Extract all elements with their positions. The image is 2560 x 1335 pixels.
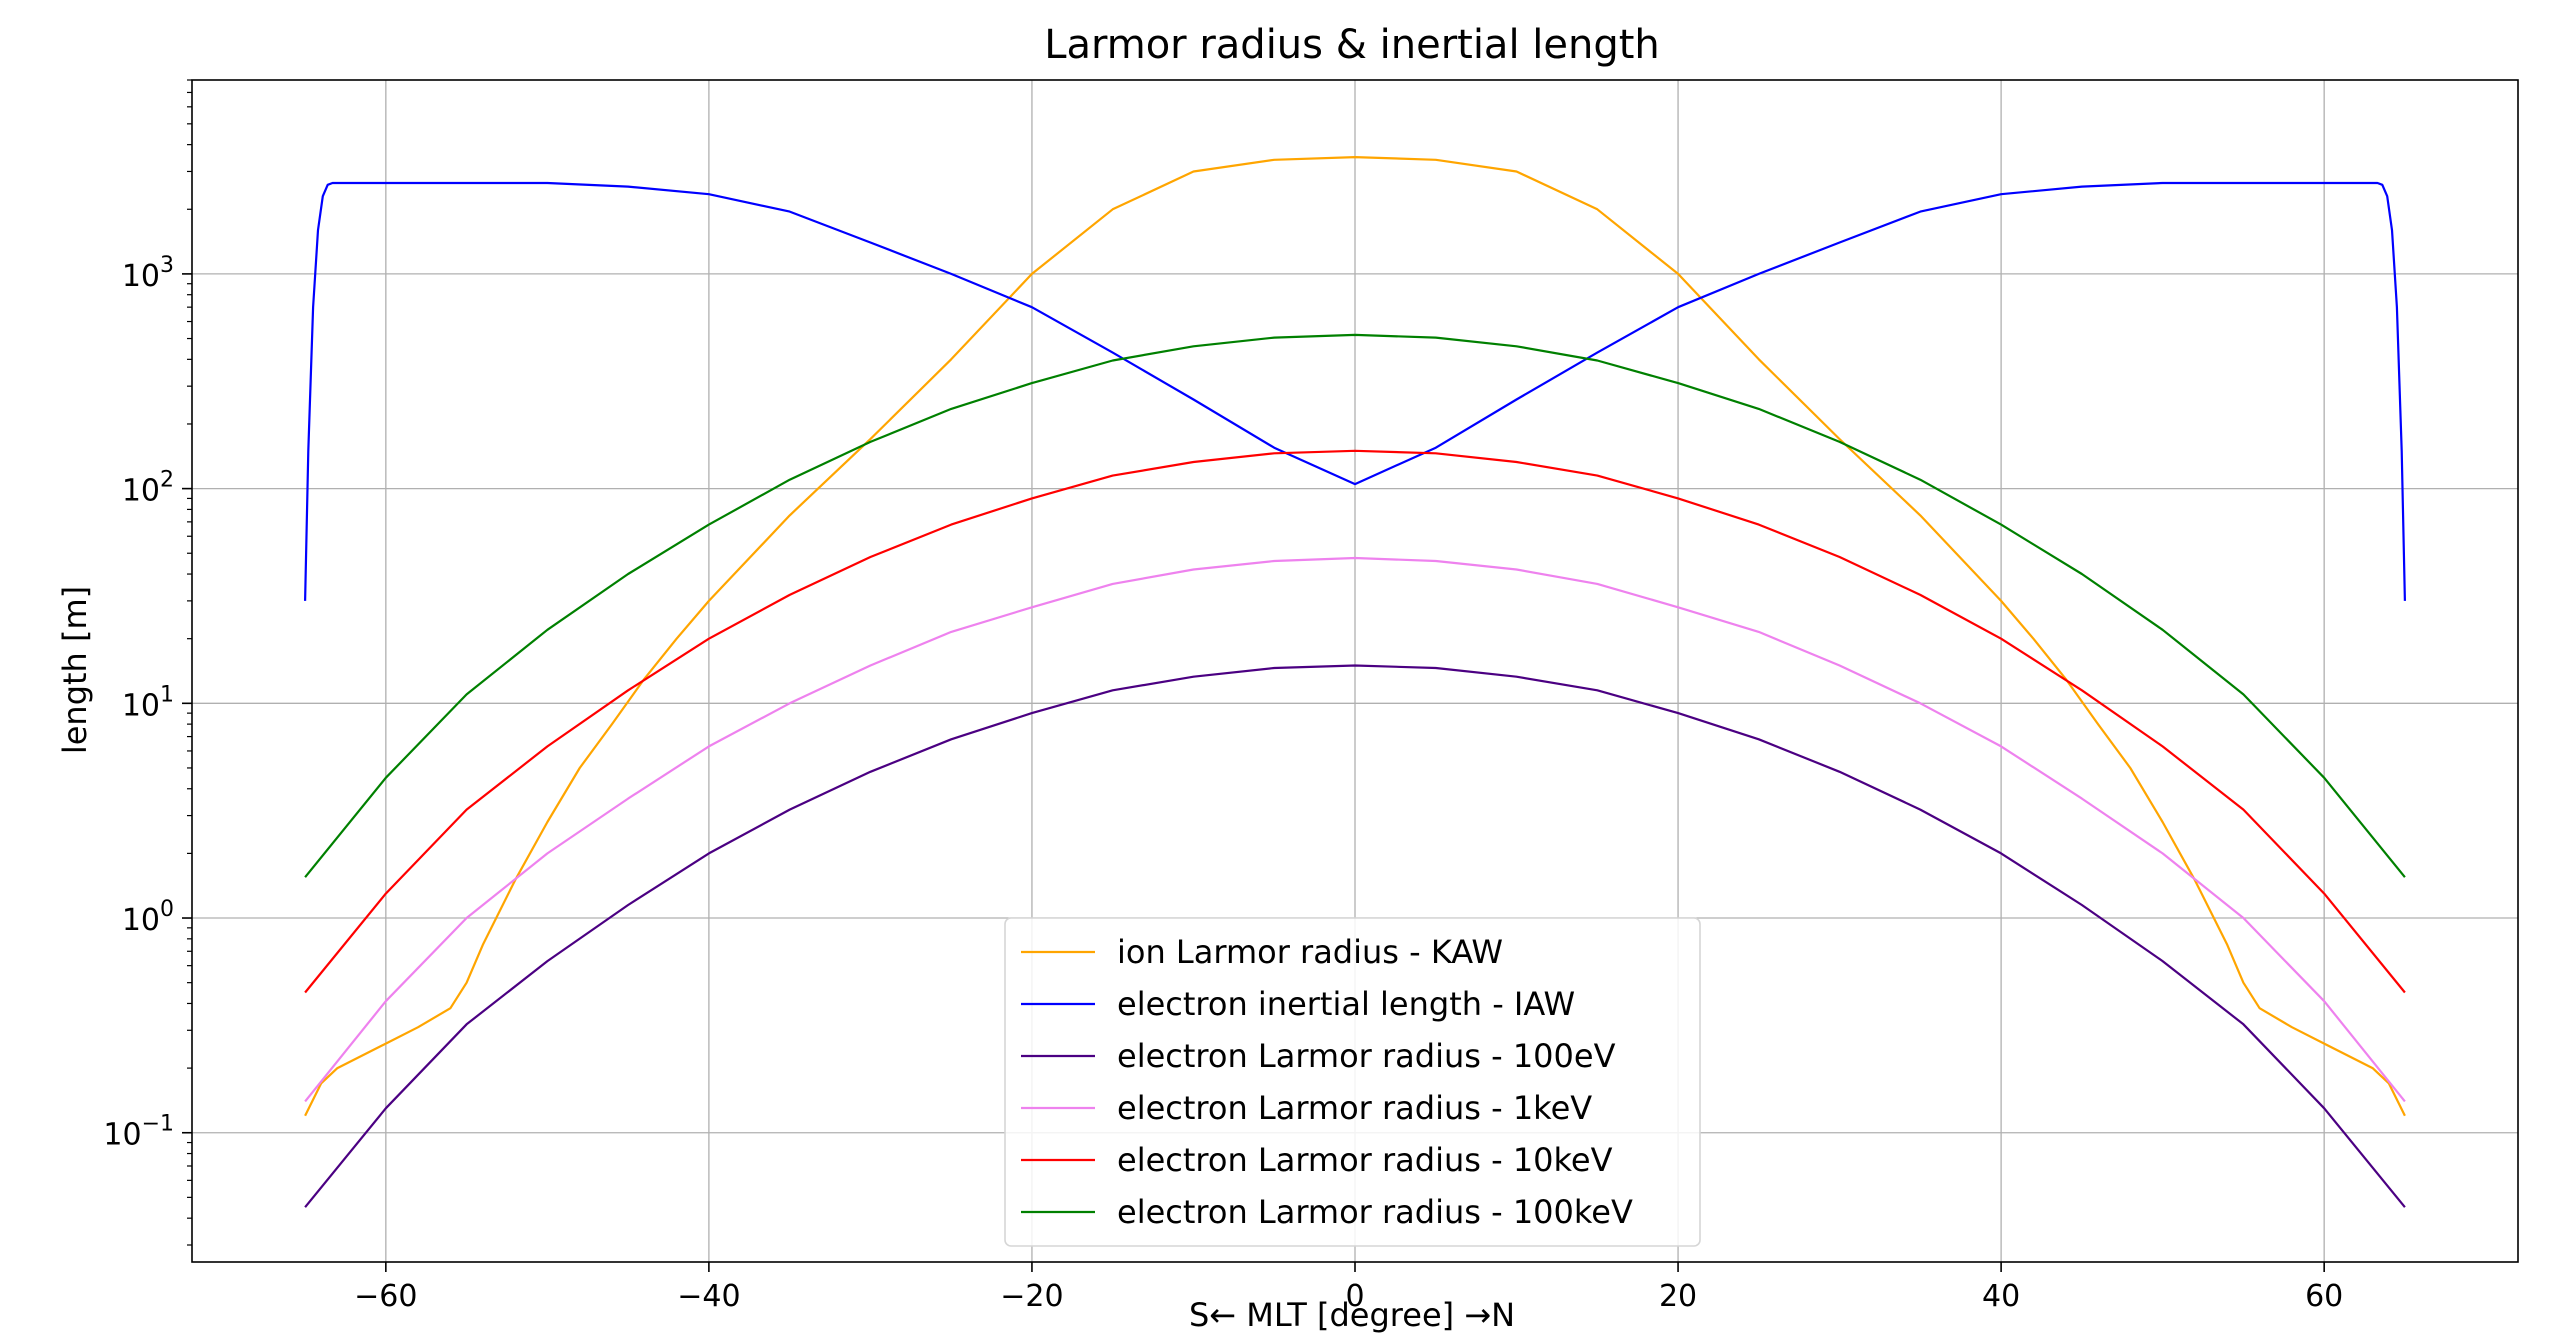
y-tick-label: 103: [122, 253, 174, 294]
chart-title: Larmor radius & inertial length: [1044, 22, 1660, 68]
x-ticks: −60 −40 −20 0 20 40 60: [354, 1262, 2343, 1314]
y-tick-label: 101: [122, 682, 174, 723]
legend: ion Larmor radius - KAW electron inertial…: [1004, 917, 1701, 1247]
y-ticks: 10−1 100 101 102 103: [103, 253, 192, 1153]
x-tick-label: −60: [354, 1279, 417, 1314]
series-line-3: [304, 664, 2406, 1208]
legend-entry-label: electron Larmor radius - 10keV: [1117, 1141, 1613, 1179]
y-tick-label: 102: [122, 468, 174, 509]
x-tick-label: 40: [1982, 1279, 2020, 1314]
grid: [192, 80, 2518, 1262]
legend-entry-label: electron Larmor radius - 100eV: [1117, 1037, 1616, 1075]
series-line-1: [304, 156, 2406, 1117]
x-tick-label: 0: [1345, 1279, 1364, 1314]
y-axis-label: length [m]: [56, 586, 94, 754]
legend-entry-label: electron Larmor radius - 1keV: [1117, 1089, 1592, 1127]
series-layer: [304, 156, 2406, 1208]
minor-ticks: [187, 79, 192, 1246]
series-line-2: [304, 181, 2406, 601]
y-tick-label: 10−1: [103, 1112, 174, 1153]
x-tick-label: −40: [677, 1279, 740, 1314]
series-line-4: [304, 556, 2406, 1103]
y-tick-label: 100: [122, 897, 174, 938]
legend-entry-label: electron inertial length - IAW: [1117, 985, 1575, 1023]
legend-box: [1004, 917, 1701, 1247]
x-tick-label: 60: [2305, 1279, 2343, 1314]
legend-entry-label: ion Larmor radius - KAW: [1117, 933, 1503, 971]
x-tick-label: 20: [1659, 1279, 1697, 1314]
x-axis-label: S← MLT [degree] →N: [1189, 1296, 1515, 1334]
legend-entry-label: electron Larmor radius - 100keV: [1117, 1193, 1633, 1231]
x-tick-label: −20: [1000, 1279, 1063, 1314]
series-line-5: [304, 449, 2406, 994]
series-line-6: [304, 333, 2406, 878]
